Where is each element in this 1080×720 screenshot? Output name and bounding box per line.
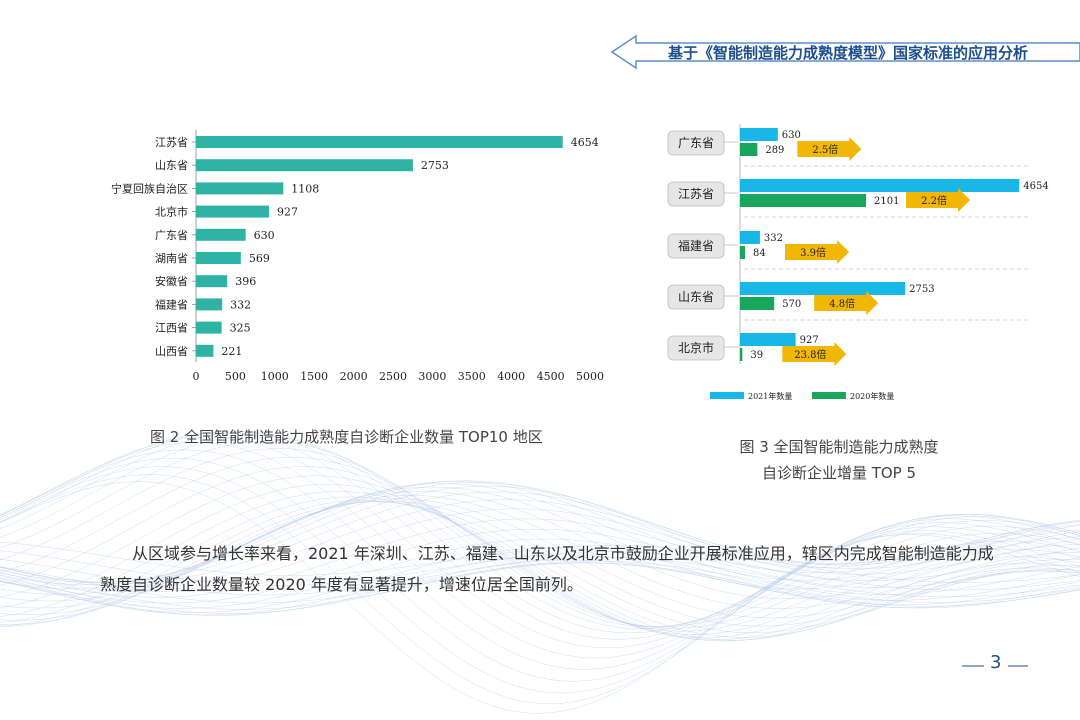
- fig3-growth-label: 2.5倍: [812, 143, 838, 156]
- fig3-data-label-2021: 630: [782, 130, 801, 141]
- page-number: 3: [990, 652, 1002, 673]
- fig2-data-label: 569: [249, 252, 270, 265]
- fig2-bar: [196, 275, 228, 288]
- fig2-x-tick-label: 2500: [379, 370, 407, 383]
- fig3-legend-swatch-2020: [812, 392, 846, 399]
- fig2-caption: 图 2 全国智能制造能力成熟度自诊断企业数量 TOP10 地区: [150, 428, 543, 446]
- fig3-bar-2020: [740, 297, 775, 310]
- fig3-category-label: 福建省: [678, 238, 714, 253]
- fig3-category-pill: [667, 233, 725, 259]
- fig3-bar-2021: [740, 179, 1020, 192]
- fig3-data-label-2021: 332: [764, 233, 783, 244]
- fig2-bar: [196, 298, 223, 311]
- fig2-x-tick-label: 1000: [261, 370, 289, 383]
- fig2-data-label: 2753: [421, 159, 449, 172]
- fig2-x-tick-label: 3500: [458, 370, 486, 383]
- fig3-data-label-2020: 2101: [874, 196, 899, 207]
- fig3-growth-label: 4.8倍: [829, 297, 855, 310]
- fig3-legend-label-2021: 2021年数量: [748, 391, 792, 401]
- fig2-category-label: 江西省: [155, 322, 188, 335]
- fig2-x-tick-label: 5000: [576, 370, 604, 383]
- fig3-bar-2021: [740, 231, 760, 244]
- fig2-data-label: 1108: [291, 182, 319, 195]
- fig3-legend-swatch-2021: [710, 392, 744, 399]
- header-banner: [610, 34, 1080, 70]
- fig2-x-tick-label: 500: [225, 370, 246, 383]
- fig2-bar: [196, 344, 214, 357]
- fig2-bar: [196, 159, 413, 172]
- fig2-data-label: 4654: [571, 136, 599, 149]
- fig3-data-label-2021: 4654: [1023, 181, 1048, 192]
- fig2-category-label: 广东省: [155, 229, 188, 242]
- fig2-bar: [196, 182, 284, 195]
- body-paragraph: 从区域参与增长率来看，2021 年深圳、江苏、福建、山东以及北京市鼓励企业开展标…: [100, 544, 994, 594]
- fig2-bar: [196, 228, 246, 241]
- fig3-caption-line1: 图 3 全国智能制造能力成熟度: [739, 438, 939, 456]
- fig3-category-pill: [667, 335, 725, 361]
- fig3-category-pill: [667, 181, 725, 207]
- fig2-x-tick-label: 2000: [340, 370, 368, 383]
- fig3-category-label: 北京市: [678, 340, 714, 355]
- fig2-category-label: 宁夏回族自治区: [111, 181, 188, 195]
- fig3-category-label: 江苏省: [678, 187, 714, 201]
- fig2-x-tick-label: 4000: [497, 370, 525, 383]
- fig3-growth-arrow: [814, 291, 879, 315]
- fig3-bar-2021: [740, 282, 906, 295]
- fig3-growth-arrow: [782, 342, 847, 366]
- fig3-caption-line2: 自诊断企业增量 TOP 5: [761, 464, 917, 482]
- fig3-data-label-2021: 2753: [909, 284, 934, 295]
- fig3-caption: 图 3 全国智能制造能力成熟度 自诊断企业增量 TOP 5: [689, 434, 989, 486]
- fig3-growth-label: 3.9倍: [800, 246, 826, 259]
- fig2-x-tick-label: 1500: [300, 370, 328, 383]
- fig3-bar-2020: [740, 143, 758, 156]
- fig3-growth-label: 23.8倍: [794, 348, 826, 361]
- fig3-growth-arrow: [906, 188, 971, 212]
- fig3-legend-label-2020: 2020年数量: [850, 391, 894, 401]
- fig3-bar-2021: [740, 128, 778, 141]
- fig2-data-label: 630: [254, 229, 275, 242]
- fig3-growth-label: 2.2倍: [921, 194, 947, 207]
- fig2-x-tick-label: 4500: [537, 370, 565, 383]
- header-title: 基于《智能制造能力成熟度模型》国家标准的应用分析: [668, 44, 1029, 62]
- fig2-category-label: 江苏省: [155, 136, 188, 149]
- fig2-category-label: 山西省: [155, 345, 188, 358]
- fig2-x-tick-label: 3000: [418, 370, 446, 383]
- fig3-growth-arrow: [785, 240, 850, 264]
- fig2-bar: [196, 252, 241, 264]
- fig2-data-label: 221: [221, 345, 242, 358]
- fig2-category-label: 湖南省: [155, 252, 188, 265]
- fig2-data-label: 396: [235, 275, 256, 288]
- fig3-bar-2021: [740, 333, 796, 346]
- fig2-category-label: 北京市: [155, 205, 188, 219]
- header-arrow-shape: [610, 34, 1080, 70]
- fig2-bar: [196, 205, 270, 218]
- fig3-category-label: 山东省: [678, 290, 714, 304]
- fig3-data-label-2020: 289: [765, 145, 784, 156]
- fig3-category-pill: [667, 130, 725, 156]
- fig3-category-label: 广东省: [678, 136, 714, 150]
- fig3-growth-arrow: [797, 137, 862, 161]
- fig2-data-label: 332: [230, 298, 251, 311]
- fig2-data-label: 325: [230, 322, 251, 335]
- fig3-bar-2020: [740, 246, 746, 259]
- fig3-bar-2020: [740, 194, 867, 207]
- fig3-data-label-2020: 84: [753, 248, 766, 259]
- fig2-data-label: 927: [277, 206, 298, 219]
- fig3-data-label-2021: 927: [800, 335, 819, 346]
- fig2-category-label: 山东省: [155, 159, 188, 172]
- page-number-decor: [962, 665, 1028, 667]
- fig2-category-label: 福建省: [155, 297, 188, 311]
- fig2-bar: [196, 136, 563, 148]
- fig3-data-label-2020: 570: [782, 299, 801, 310]
- fig2-category-label: 安徽省: [155, 274, 188, 288]
- fig2-bar-chart: 江苏省 4654 山东省 2753 宁夏回族自治区 1108 北京市 927 广东省 630 湖南省…: [111, 130, 604, 383]
- fig2-x-tick-label: 0: [193, 370, 200, 383]
- fig3-data-label-2020: 39: [750, 350, 763, 361]
- fig2-bar: [196, 321, 222, 334]
- fig3-bar-2020: [740, 348, 743, 361]
- fig3-category-pill: [667, 284, 725, 310]
